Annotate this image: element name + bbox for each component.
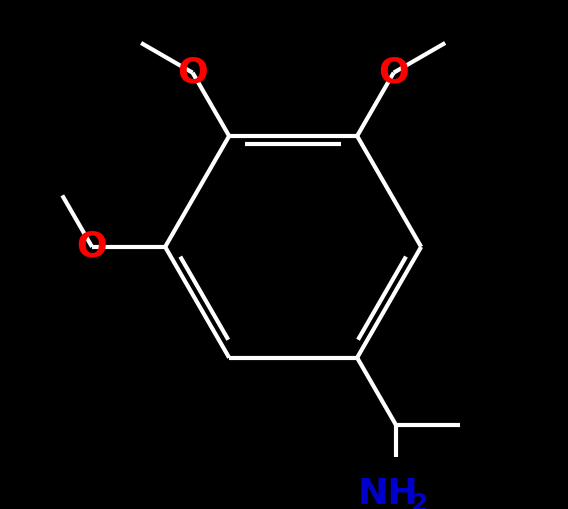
- Text: O: O: [177, 55, 208, 90]
- Text: O: O: [77, 230, 107, 264]
- Text: O: O: [378, 55, 409, 90]
- Text: 2: 2: [411, 492, 428, 509]
- Text: NH: NH: [357, 476, 418, 509]
